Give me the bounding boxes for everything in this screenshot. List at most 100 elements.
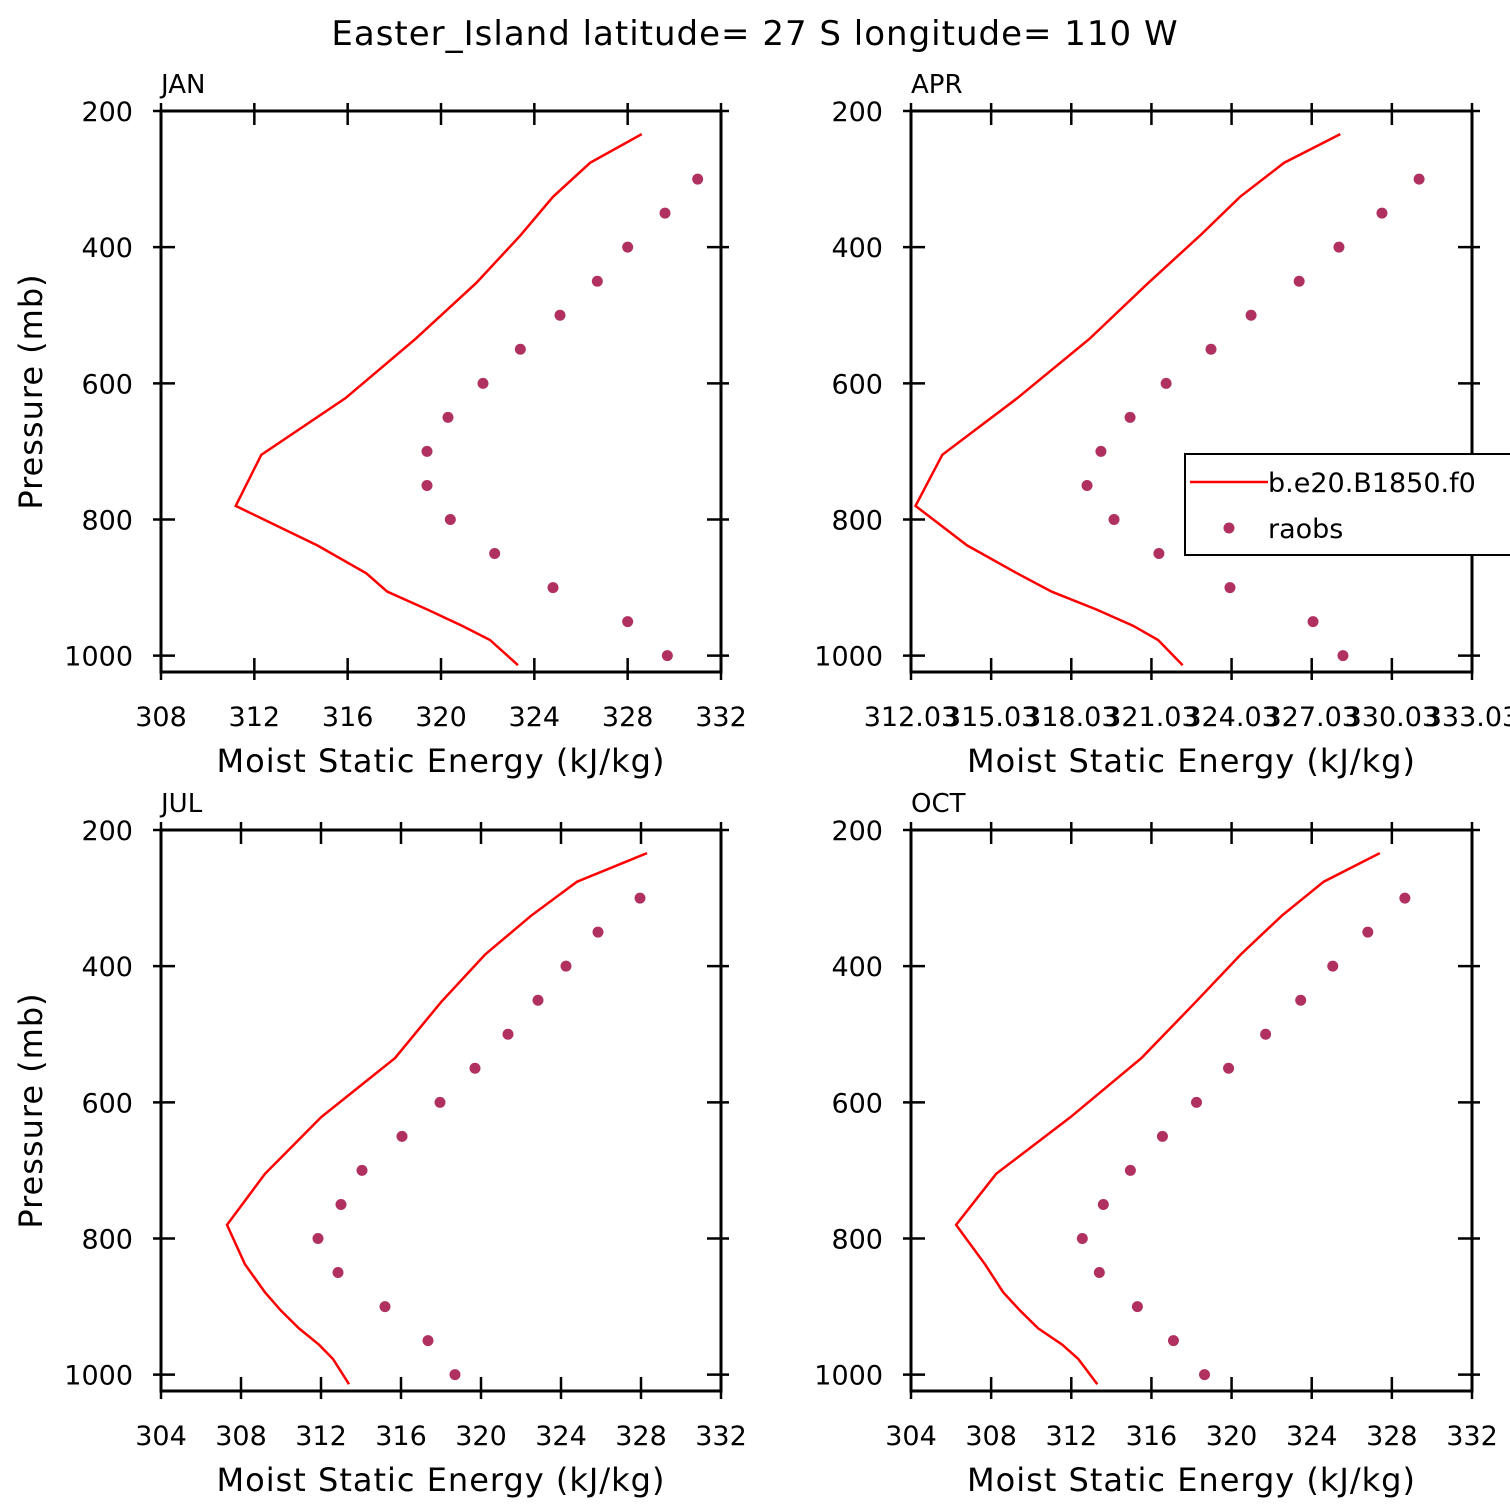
x-tick-label: 308 [135, 702, 187, 733]
obs-point [1124, 411, 1136, 423]
obs-point [591, 275, 603, 287]
x-tick-label: 324 [535, 1421, 587, 1452]
y-tick-label: 400 [831, 952, 883, 983]
y-tick-label: 800 [81, 505, 133, 536]
obs-point [1076, 1232, 1088, 1244]
x-tick-label: 332 [1446, 1421, 1498, 1452]
legend-label: raobs [1268, 514, 1343, 545]
model-line [234, 133, 643, 667]
obs-point [396, 1130, 408, 1142]
obs-point [356, 1164, 368, 1176]
legend-box [1184, 453, 1510, 556]
panel-title: JAN [159, 70, 205, 100]
obs-point [1108, 513, 1120, 525]
obs-point [634, 892, 646, 904]
model-line [954, 851, 1381, 1385]
x-tick-label: 328 [1366, 1421, 1418, 1452]
obs-point [1362, 926, 1374, 938]
obs-point [1293, 275, 1305, 287]
obs-point [1124, 1164, 1136, 1176]
model-line [225, 851, 648, 1385]
x-axis-label: Moist Static Energy (kJ/kg) [217, 1461, 666, 1499]
obs-point [592, 926, 604, 938]
y-tick-label: 600 [831, 369, 883, 400]
x-tick-label: 312 [1046, 1421, 1098, 1452]
obs-point [560, 960, 572, 972]
obs-point [1307, 616, 1319, 628]
obs-point [335, 1198, 347, 1210]
obs-point [1260, 1028, 1272, 1040]
obs-point [1095, 445, 1107, 457]
obs-point [1153, 548, 1165, 560]
panel: JAN 308 312 316 320 324 328 332 200 400 600 800 1000… [12, 70, 747, 780]
panel-title: OCT [911, 789, 966, 819]
plot-frame [159, 828, 723, 1393]
obs-point [477, 377, 489, 389]
y-tick-label: 800 [831, 1224, 883, 1255]
obs-point [547, 582, 559, 594]
obs-point [442, 411, 454, 423]
y-tick-label: 1000 [64, 1361, 133, 1392]
y-tick-label: 200 [81, 816, 133, 847]
y-tick-label: 400 [81, 952, 133, 983]
plot-frame [909, 828, 1474, 1393]
obs-point [532, 994, 544, 1006]
x-axis-label: Moist Static Energy (kJ/kg) [967, 1461, 1416, 1499]
obs-point [502, 1028, 514, 1040]
y-tick-label: 400 [81, 233, 133, 264]
x-tick-label: 315.03 [944, 702, 1038, 733]
x-tick-label: 308 [965, 1421, 1017, 1452]
panel: OCT 304 308 312 316 320 324 328 332 200 400 600 800 1… [814, 789, 1497, 1499]
obs-point [1295, 994, 1307, 1006]
x-tick-label: 312.03 [864, 702, 958, 733]
obs-point [1245, 309, 1257, 321]
x-axis-label: Moist Static Energy (kJ/kg) [217, 742, 666, 780]
obs-point [1224, 582, 1236, 594]
x-tick-label: 324.03 [1184, 702, 1278, 733]
obs-point [489, 548, 501, 560]
obs-point [661, 650, 673, 662]
x-tick-label: 330.03 [1345, 702, 1439, 733]
legend-dot [1223, 522, 1235, 534]
x-tick-label: 312 [295, 1421, 347, 1452]
plot-frame [159, 109, 723, 674]
x-tick-label: 320 [1206, 1421, 1258, 1452]
x-tick-label: 327.03 [1264, 702, 1358, 733]
obs-point [1337, 650, 1349, 662]
panel-title: JUL [159, 789, 203, 819]
y-tick-label: 600 [81, 1088, 133, 1119]
obs-point [1093, 1267, 1105, 1279]
obs-point [554, 309, 566, 321]
obs-point [379, 1301, 391, 1313]
panel: JUL 304 308 312 316 320 324 328 332 200 400 600 800 1… [12, 789, 747, 1499]
x-axis-label: Moist Static Energy (kJ/kg) [967, 742, 1416, 780]
obs-point [1167, 1335, 1179, 1347]
obs-point [332, 1267, 344, 1279]
obs-point [659, 207, 671, 219]
obs-point [1327, 960, 1339, 972]
x-tick-label: 316 [322, 702, 374, 733]
x-tick-label: 332 [695, 702, 747, 733]
y-tick-label: 1000 [64, 642, 133, 673]
obs-point [622, 241, 634, 253]
x-tick-label: 318.03 [1024, 702, 1118, 733]
obs-point [622, 616, 634, 628]
x-tick-label: 324 [1286, 1421, 1338, 1452]
x-tick-label: 304 [135, 1421, 187, 1452]
obs-point [469, 1062, 481, 1074]
model-line [913, 132, 1341, 667]
y-tick-label: 200 [831, 816, 883, 847]
obs-point [514, 343, 526, 355]
obs-point [1223, 1062, 1235, 1074]
obs-point [1097, 1198, 1109, 1210]
y-tick-label: 1000 [814, 1361, 883, 1392]
y-tick-label: 1000 [814, 642, 883, 673]
x-tick-label: 324 [509, 702, 561, 733]
obs-point [444, 513, 456, 525]
plot-frame [909, 109, 1474, 674]
y-tick-label: 800 [81, 1224, 133, 1255]
obs-point [434, 1096, 446, 1108]
obs-point [312, 1232, 324, 1244]
x-tick-label: 312 [229, 702, 281, 733]
